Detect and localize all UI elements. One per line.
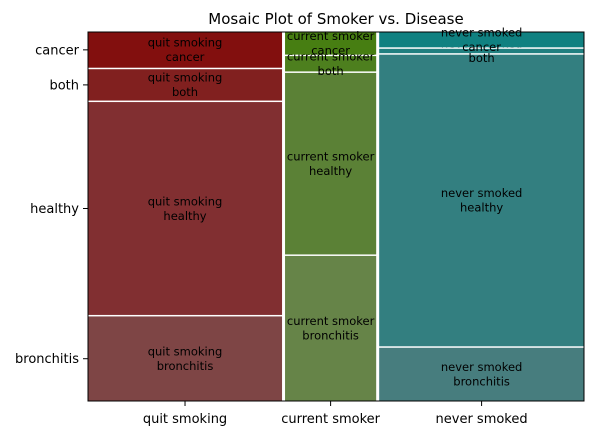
mosaic-cell-label: current smoker cancer (287, 29, 375, 58)
chart-title: Mosaic Plot of Smoker vs. Disease (208, 10, 463, 28)
mosaic-cell-label: current smoker bronchitis (287, 314, 375, 343)
mosaic-cell-never-smoked-healthy (379, 54, 584, 347)
mosaic-cell-label: quit smoking cancer (148, 36, 223, 65)
mosaic-cell-quit-smoking-healthy (88, 102, 283, 315)
mosaic-cell-current-smoker-healthy (285, 72, 377, 255)
mosaic-cell-quit-smoking-bronchitis (88, 316, 283, 401)
mosaic-cell-never-smoked-cancer (379, 32, 584, 48)
plot-frame (87, 31, 585, 402)
mosaic-cells: quit smoking bronchitis quit smoking health… (88, 25, 584, 401)
y-tick-label-healthy: healthy (30, 202, 79, 217)
mosaic-cell-quit-smoking-cancer (88, 32, 283, 68)
x-tick-label-quit-smoking: quit smoking (143, 412, 227, 427)
y-tick-label-both: both (49, 78, 79, 93)
mosaic-cell-current-smoker-cancer (285, 32, 377, 55)
x-tick-label-never-smoked: never smoked (436, 412, 528, 427)
mosaic-cell-current-smoker-both (285, 56, 377, 72)
mosaic-cell-label: quit smoking both (148, 71, 223, 100)
mosaic-cell-label: current smoker healthy (287, 149, 375, 178)
mosaic-cell-label: quit smoking bronchitis (148, 344, 223, 373)
mosaic-cell-never-smoked-both (379, 48, 584, 54)
mosaic-cell-label: quit smoking healthy (148, 194, 223, 223)
mosaic-cell-label: never smoked bronchitis (441, 360, 522, 389)
mosaic-cell-label: never smoked healthy (441, 186, 522, 215)
y-tick-label-bronchitis: bronchitis (15, 352, 79, 367)
y-tick-label-cancer: cancer (35, 43, 79, 58)
y-axis-ticks: bronchitis healthy both cancer (15, 43, 88, 367)
mosaic-cell-current-smoker-bronchitis (285, 255, 377, 401)
x-tick-label-current-smoker: current smoker (281, 412, 380, 427)
x-axis-ticks: quit smoking current smoker never smoked (143, 401, 528, 427)
mosaic-cell-never-smoked-bronchitis (379, 347, 584, 401)
mosaic-cell-quit-smoking-both (88, 69, 283, 101)
